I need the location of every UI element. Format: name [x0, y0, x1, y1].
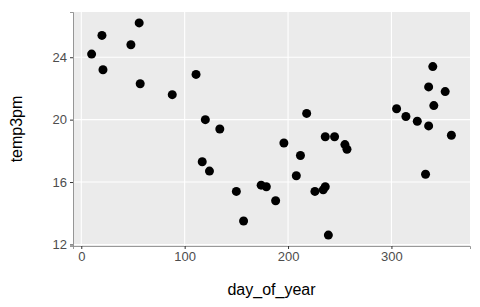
tick-mark — [70, 182, 73, 183]
grid-y — [73, 57, 470, 244]
point — [205, 167, 214, 176]
tick-label: 300 — [381, 249, 403, 264]
tick-label: 0 — [78, 249, 85, 264]
point — [310, 187, 319, 196]
tick-mark — [70, 244, 73, 245]
point — [271, 196, 280, 205]
tick-label: 200 — [278, 249, 300, 264]
grid-line — [73, 181, 470, 182]
point — [413, 117, 422, 126]
point — [342, 145, 351, 154]
tick-mark — [70, 120, 73, 121]
axis-line — [70, 13, 74, 247]
y-axis-title: temp3pm — [8, 96, 25, 163]
point — [424, 121, 433, 130]
tick-label: 20 — [53, 112, 67, 127]
point — [192, 70, 201, 79]
point — [324, 231, 333, 240]
tick: 20 — [53, 112, 73, 127]
tick: 0 — [78, 246, 85, 264]
grid-line — [73, 244, 470, 245]
tick: 16 — [53, 175, 73, 190]
point — [97, 31, 106, 40]
grid-line — [73, 119, 470, 120]
point — [421, 170, 430, 179]
point — [429, 101, 438, 110]
tick: 100 — [174, 246, 196, 264]
grid-line — [73, 57, 470, 58]
point — [168, 90, 177, 99]
panel-background — [73, 12, 470, 246]
point — [401, 112, 410, 121]
point — [392, 104, 401, 113]
point — [330, 132, 339, 141]
point — [321, 182, 330, 191]
tick-label: 24 — [53, 50, 67, 65]
point — [441, 87, 450, 96]
x-axis: 0 100 200 300 — [74, 246, 471, 264]
grid-line — [391, 12, 392, 246]
point — [98, 65, 107, 74]
point — [198, 157, 207, 166]
tick: 12 — [53, 237, 73, 252]
tick-label: 100 — [174, 249, 196, 264]
point — [321, 132, 330, 141]
points — [87, 18, 456, 239]
point — [424, 82, 433, 91]
point — [292, 171, 301, 180]
point — [232, 187, 241, 196]
tick-mark — [70, 57, 73, 58]
grid-line — [81, 12, 82, 246]
point — [447, 131, 456, 140]
point — [279, 139, 288, 148]
point — [296, 151, 305, 160]
grid-x — [81, 12, 391, 246]
plot: 0 100 200 300 12 16 20 24 — [53, 12, 471, 264]
tick-label: 12 — [53, 237, 67, 252]
x-axis-title: day_of_year — [227, 281, 316, 299]
point — [239, 217, 248, 226]
tick: 24 — [53, 50, 73, 65]
point — [215, 125, 224, 134]
axis-line — [74, 247, 471, 250]
point — [135, 18, 144, 27]
point — [302, 109, 311, 118]
point — [136, 79, 145, 88]
chart: 0 100 200 300 12 16 20 24 day_of_year temp3pm — [0, 0, 480, 307]
grid-line — [287, 12, 288, 246]
point — [262, 182, 271, 191]
tick-label: 16 — [53, 175, 67, 190]
point — [428, 62, 437, 71]
grid-line — [184, 12, 185, 246]
tick: 300 — [381, 246, 403, 264]
point — [126, 40, 135, 49]
point — [201, 115, 210, 124]
tick: 200 — [278, 246, 300, 264]
point — [87, 50, 96, 59]
y-axis: 12 16 20 24 — [53, 13, 74, 253]
